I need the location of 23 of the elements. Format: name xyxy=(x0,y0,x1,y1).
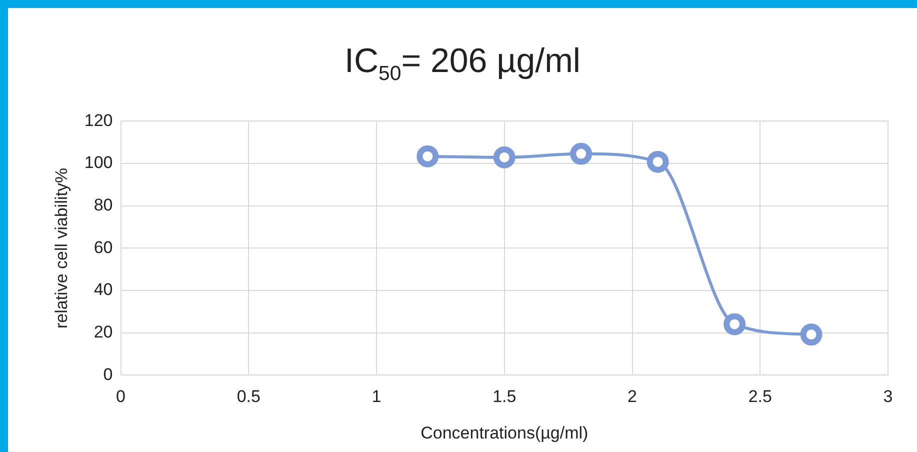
y-tick-label: 120 xyxy=(84,110,113,130)
x-tick-label: 1.5 xyxy=(492,387,516,406)
point xyxy=(724,313,746,336)
chart-title: IC$_{50}$= 206 µg/ml xyxy=(344,42,582,86)
y-axis-title: relative cell viability% xyxy=(52,168,71,329)
x-tick-label: 0.5 xyxy=(236,387,260,406)
y-tick-label: 0 xyxy=(103,364,113,384)
point xyxy=(646,150,669,173)
point xyxy=(493,146,516,168)
x-tick-label: 3 xyxy=(883,387,893,406)
y-tick-label: 100 xyxy=(84,153,113,172)
point xyxy=(800,324,822,346)
x-tick-label: 2 xyxy=(628,387,637,406)
y-tick-label: 60 xyxy=(94,238,113,257)
x-tick-label: 0 xyxy=(116,387,126,406)
x-tick-label: 1 xyxy=(372,387,382,406)
x-axis-title: Concentrations(µg/ml) xyxy=(420,423,588,442)
point xyxy=(416,145,439,168)
y-tick-label: 40 xyxy=(94,280,113,300)
y-tick-label: 20 xyxy=(94,322,113,342)
point xyxy=(570,142,592,165)
y-tick-label: 80 xyxy=(94,196,113,215)
x-tick-label: 2.5 xyxy=(748,387,772,406)
